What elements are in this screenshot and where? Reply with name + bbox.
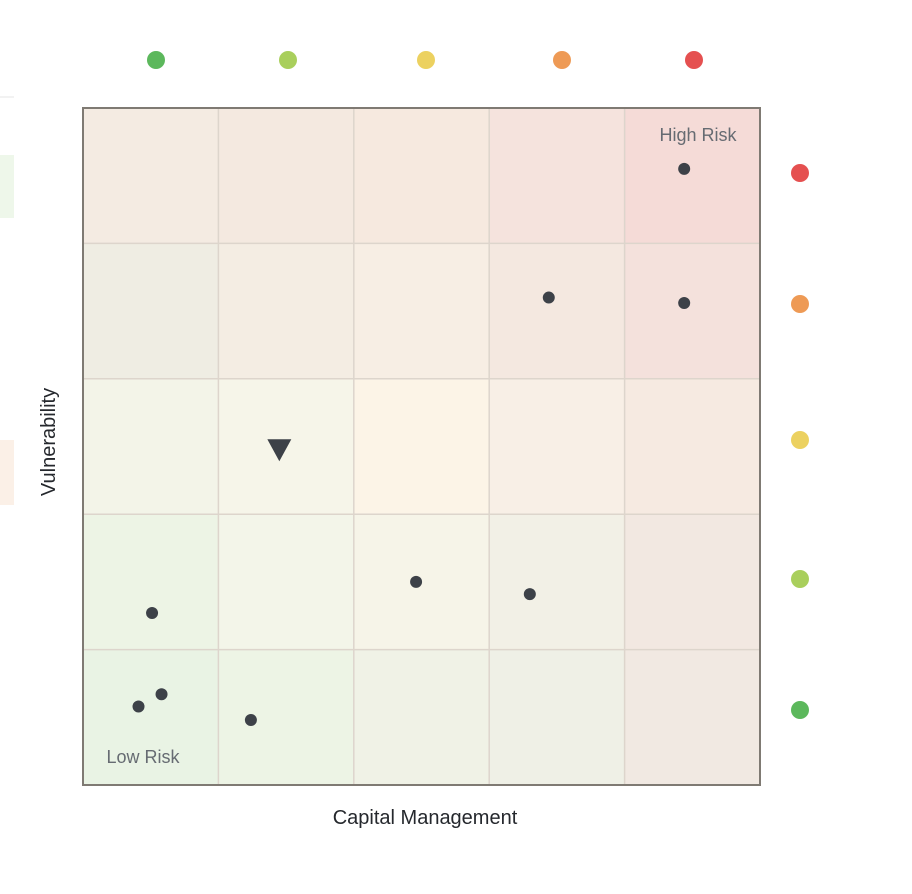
column-risk-indicators <box>147 51 703 69</box>
column-indicator-dot <box>279 51 297 69</box>
left-edge-fragments <box>0 96 14 505</box>
row-indicator-dot <box>791 164 809 182</box>
data-point <box>523 588 536 601</box>
matrix-cell <box>218 514 354 650</box>
matrix-cell <box>624 378 760 515</box>
matrix-cell <box>353 378 490 515</box>
matrix-cell <box>353 108 490 244</box>
row-indicator-dot <box>791 701 809 719</box>
data-point <box>155 688 168 701</box>
high-risk-label: High Risk <box>659 125 737 145</box>
column-indicator-dot <box>147 51 165 69</box>
matrix-cell <box>624 243 760 379</box>
matrix-cell <box>489 243 625 379</box>
matrix-cell <box>83 378 219 515</box>
left-fragment-panel <box>0 440 14 505</box>
data-point <box>244 714 257 727</box>
x-axis-label: Capital Management <box>333 807 518 829</box>
plot-frame <box>82 107 761 786</box>
matrix-cell <box>489 514 625 650</box>
data-points <box>132 162 691 727</box>
data-point <box>678 296 691 309</box>
data-point <box>410 575 423 588</box>
grid-lines <box>83 108 760 785</box>
matrix-cell <box>83 108 219 244</box>
data-point <box>678 162 691 175</box>
matrix-cell <box>353 243 490 379</box>
matrix-cell <box>489 649 625 785</box>
matrix-cell <box>353 649 490 785</box>
matrix-cell <box>624 108 760 244</box>
row-indicator-dot <box>791 570 809 588</box>
matrix-cell <box>489 108 625 244</box>
matrix-cells <box>83 108 760 785</box>
column-indicator-dot <box>685 51 703 69</box>
matrix-cell <box>624 514 760 650</box>
low-risk-label: Low Risk <box>106 747 180 767</box>
data-point <box>146 607 159 620</box>
matrix-cell <box>218 649 354 785</box>
row-indicator-dot <box>791 295 809 313</box>
row-risk-indicators <box>791 164 809 719</box>
data-point <box>132 700 145 713</box>
column-indicator-dot <box>417 51 435 69</box>
matrix-cell <box>218 108 354 244</box>
matrix-cell <box>83 514 219 650</box>
column-indicator-dot <box>553 51 571 69</box>
matrix-cell <box>624 649 760 785</box>
matrix-cell <box>83 649 219 785</box>
triangle-marker <box>267 439 292 462</box>
y-axis-label: Vulnerability <box>38 388 60 496</box>
matrix-cell <box>489 378 625 515</box>
row-indicator-dot <box>791 431 809 449</box>
data-point <box>542 291 555 304</box>
left-fragment-panel <box>0 155 14 218</box>
matrix-cell <box>218 243 354 379</box>
matrix-cell <box>83 243 219 379</box>
